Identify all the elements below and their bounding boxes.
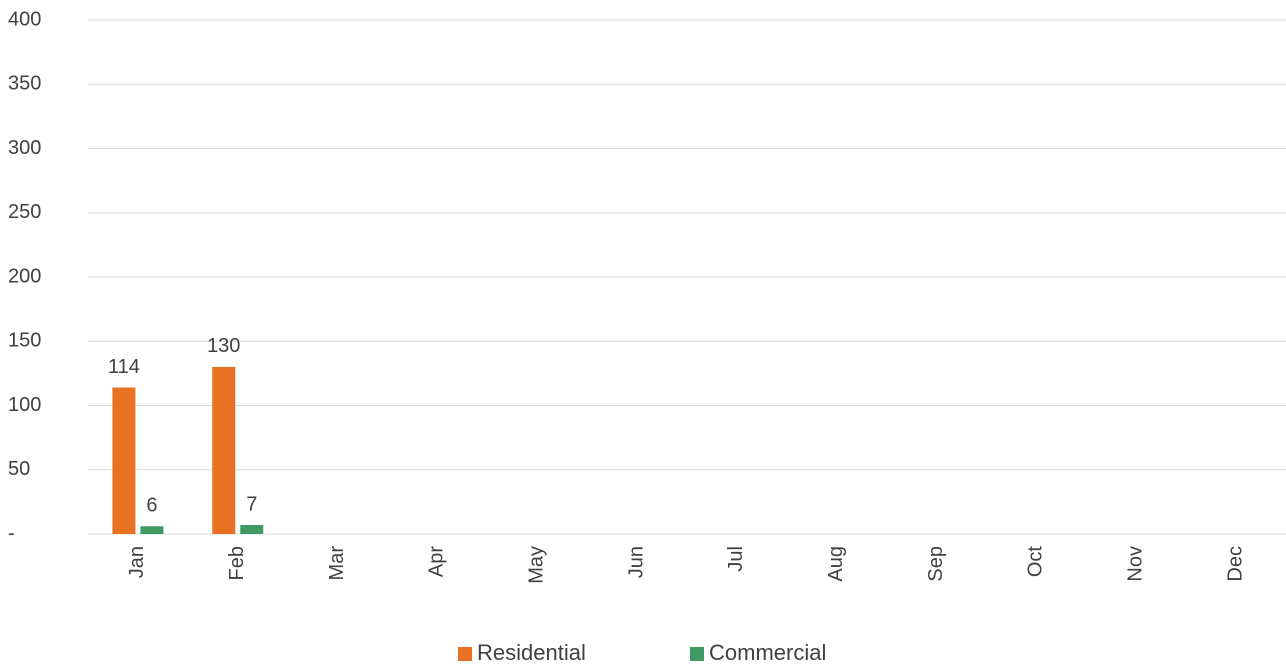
bar	[140, 526, 164, 534]
x-tick-label: Apr	[426, 546, 448, 577]
x-tick-label: Oct	[1025, 546, 1047, 578]
bar	[112, 387, 136, 534]
y-tick-label: 400	[8, 8, 41, 30]
y-tick-label: 300	[8, 137, 41, 159]
x-tick-label: Sep	[925, 546, 947, 582]
y-tick-label: 350	[8, 73, 41, 95]
data-label: 114	[108, 356, 140, 378]
y-tick-label: 200	[8, 265, 41, 287]
x-tick-label: Mar	[326, 546, 348, 581]
legend-swatch	[690, 647, 704, 661]
legend-swatch	[458, 647, 472, 661]
data-label: 130	[207, 335, 240, 357]
bar	[240, 525, 264, 534]
legend-label: Residential	[477, 640, 586, 665]
x-tick-label: Feb	[226, 546, 248, 580]
y-tick-label: 150	[8, 330, 41, 352]
x-tick-label: Jan	[126, 546, 148, 578]
y-tick-label: 100	[8, 394, 41, 416]
y-tick-label: 250	[8, 201, 41, 223]
x-tick-label: Jul	[725, 546, 747, 572]
data-label: 6	[146, 495, 157, 517]
x-tick-label: Jun	[625, 546, 647, 578]
y-tick-label: -	[8, 522, 15, 544]
legend-label: Commercial	[709, 640, 826, 665]
x-tick-label: Dec	[1224, 546, 1246, 582]
x-tick-label: Nov	[1125, 546, 1147, 582]
x-tick-label: Aug	[825, 546, 847, 582]
y-tick-label: 50	[8, 458, 30, 480]
data-label: 7	[246, 493, 257, 515]
bar	[212, 366, 236, 534]
x-tick-label: May	[526, 546, 548, 584]
